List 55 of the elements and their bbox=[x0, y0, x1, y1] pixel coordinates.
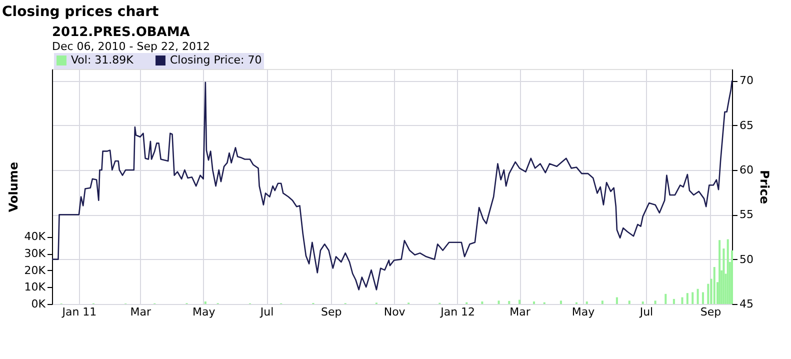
x-tick-label: May bbox=[572, 306, 596, 318]
x-tick-label: Mar bbox=[130, 306, 152, 318]
bar bbox=[601, 300, 604, 304]
bar bbox=[731, 250, 733, 304]
line-series bbox=[51, 80, 733, 290]
y2-tick-label: 70 bbox=[740, 74, 754, 88]
bar bbox=[586, 301, 588, 304]
bar bbox=[664, 294, 667, 304]
y2-tick-label: 50 bbox=[740, 252, 754, 266]
legend-label: Vol: 31.89K bbox=[71, 54, 134, 67]
x-tick-label: Jul bbox=[259, 306, 274, 318]
bar bbox=[498, 300, 500, 304]
legend-label: Closing Price: 70 bbox=[170, 54, 262, 67]
bar bbox=[533, 301, 536, 304]
bar bbox=[560, 300, 562, 304]
x-tick-label: Mar bbox=[510, 306, 531, 318]
bar bbox=[642, 301, 644, 304]
bar bbox=[702, 292, 704, 304]
x-tick-label: Nov bbox=[384, 306, 406, 318]
y-tick-label: 10K bbox=[24, 280, 46, 294]
y2-tick-label: 65 bbox=[740, 118, 754, 132]
bar bbox=[654, 300, 656, 304]
y-tick-label: 30K bbox=[24, 247, 46, 260]
bar bbox=[518, 300, 520, 304]
x-tick-label: Sep bbox=[320, 306, 342, 318]
y2-tick-label: 55 bbox=[740, 208, 754, 222]
y2-tick-label: 45 bbox=[740, 298, 754, 310]
y-tick-label: 0K bbox=[31, 298, 46, 310]
x-tick-label: May bbox=[192, 306, 216, 318]
bar bbox=[713, 266, 716, 304]
x-tick-label: Jul bbox=[638, 306, 654, 318]
x-tick-label: Sep bbox=[700, 306, 722, 318]
text: Dec 06, 2010 - Sep 22, 2012 bbox=[52, 40, 210, 53]
bar bbox=[722, 248, 725, 304]
chart-title: Closing prices chart bbox=[2, 4, 160, 20]
bar bbox=[726, 239, 729, 304]
y-axis-title: Volume bbox=[6, 162, 20, 212]
x-tick-label: Jan 12 bbox=[440, 306, 476, 318]
bar bbox=[616, 297, 618, 304]
bar bbox=[692, 292, 694, 304]
bar bbox=[672, 298, 675, 304]
chart-subtitle: 2012.PRES.OBAMA bbox=[52, 25, 190, 40]
bar bbox=[718, 240, 721, 304]
bar bbox=[481, 301, 484, 304]
y-tick-label: 40K bbox=[24, 230, 46, 244]
bar bbox=[686, 293, 688, 304]
bar bbox=[508, 300, 510, 304]
bar bbox=[681, 297, 684, 304]
y2-tick-label: 60 bbox=[740, 163, 754, 176]
y-tick-label: 20K bbox=[24, 264, 46, 277]
bar bbox=[696, 288, 699, 304]
bar bbox=[628, 300, 630, 304]
bar bbox=[204, 301, 206, 304]
x-tick-label: Jan 11 bbox=[61, 306, 97, 318]
y2-axis-title: Price bbox=[757, 170, 772, 204]
